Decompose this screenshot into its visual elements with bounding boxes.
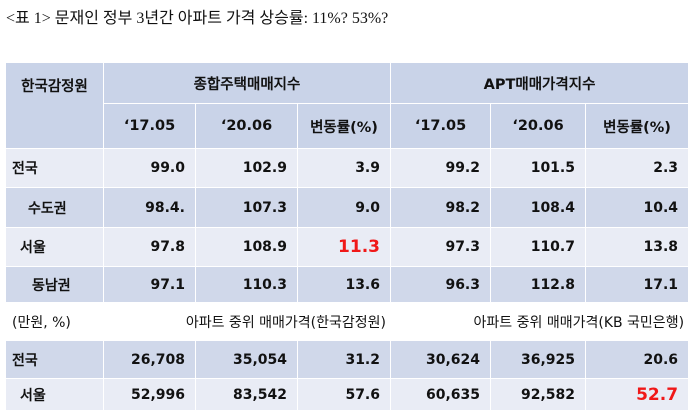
group-header: 종합주택매매지수 bbox=[103, 62, 391, 104]
cell: 110.3 bbox=[195, 266, 298, 303]
cell: 52,996 bbox=[103, 378, 196, 411]
cell: 11.3 bbox=[297, 227, 391, 267]
row-label: 수도권 bbox=[5, 187, 104, 228]
sub-header: ‘20.06 bbox=[490, 103, 586, 149]
cell: 97.1 bbox=[103, 266, 196, 303]
cell: 112.8 bbox=[490, 266, 586, 303]
row-label: 동남권 bbox=[5, 266, 104, 303]
cell: 108.9 bbox=[195, 227, 298, 267]
sub-header: 변동률(%) bbox=[297, 103, 391, 149]
sub-header: 변동률(%) bbox=[584, 103, 688, 149]
cell: 97.3 bbox=[390, 227, 491, 267]
title: <표 1> 문재인 정부 3년간 아파트 가격 상승률: 11%? 53%? bbox=[6, 10, 389, 27]
cell: 107.3 bbox=[195, 187, 298, 228]
row-label: 서울 bbox=[5, 227, 104, 267]
row: 동남권 97.1 110.3 13.6 96.3 112.8 17.1 bbox=[5, 266, 688, 303]
cell: 17.1 bbox=[584, 266, 688, 303]
table: 한국감정원 종합주택매매지수 APT매매가격지수 ‘17.05 ‘20.06 변동률… bbox=[5, 62, 688, 411]
cell: 35,054 bbox=[195, 340, 298, 379]
row: 전국 26,708 35,054 31.2 30,624 36,925 20.6 bbox=[5, 340, 688, 379]
sub-header: ‘17.05 bbox=[103, 103, 196, 149]
cell: 83,542 bbox=[195, 378, 298, 411]
row-label: 전국 bbox=[5, 340, 104, 379]
row-label: 전국 bbox=[5, 148, 104, 188]
sub-header: ‘20.06 bbox=[195, 103, 298, 149]
cell: 57.6 bbox=[297, 378, 391, 411]
cell: 99.0 bbox=[103, 148, 196, 188]
cell: 97.8 bbox=[103, 227, 196, 267]
row: 수도권 98.4. 107.3 9.0 98.2 108.4 10.4 bbox=[5, 187, 688, 228]
section-header: 아파트 중위 매매가격(KB 국민은행) bbox=[389, 302, 688, 341]
cell: 99.2 bbox=[390, 148, 491, 188]
cell: 60,635 bbox=[390, 378, 491, 411]
cell: 92,582 bbox=[490, 378, 586, 411]
cell: 3.9 bbox=[297, 148, 391, 188]
cell: 108.4 bbox=[490, 187, 586, 228]
cell: 52.7 bbox=[584, 378, 688, 411]
group-header: APT매매가격지수 bbox=[389, 62, 688, 104]
row: 서울 97.8 108.9 11.3 97.3 110.7 13.8 bbox=[5, 227, 688, 267]
section-header: 아파트 중위 매매가격(한국감정원) bbox=[103, 302, 391, 341]
cell: 26,708 bbox=[103, 340, 196, 379]
cell: 101.5 bbox=[490, 148, 586, 188]
cell: 2.3 bbox=[584, 148, 688, 188]
row: 서울 52,996 83,542 57.6 60,635 92,582 52.7 bbox=[5, 378, 688, 411]
cell: 13.8 bbox=[584, 227, 688, 267]
section-row: (만원, %) 아파트 중위 매매가격(한국감정원) 아파트 중위 매매가격(KB … bbox=[5, 302, 688, 341]
cell: 96.3 bbox=[390, 266, 491, 303]
cell: 9.0 bbox=[297, 187, 391, 228]
cell: 31.2 bbox=[297, 340, 391, 379]
cell: 110.7 bbox=[490, 227, 586, 267]
cell: 13.6 bbox=[297, 266, 391, 303]
corner: 한국감정원 bbox=[5, 62, 104, 149]
cell: 10.4 bbox=[584, 187, 688, 228]
sub-header: ‘17.05 bbox=[390, 103, 491, 149]
section-unit: (만원, %) bbox=[5, 302, 104, 341]
cell: 98.4. bbox=[103, 187, 196, 228]
cell: 102.9 bbox=[195, 148, 298, 188]
row-label: 서울 bbox=[5, 378, 104, 411]
cell: 36,925 bbox=[490, 340, 586, 379]
cell: 30,624 bbox=[390, 340, 491, 379]
cell: 98.2 bbox=[390, 187, 491, 228]
row: 전국 99.0 102.9 3.9 99.2 101.5 2.3 bbox=[5, 148, 688, 188]
cell: 20.6 bbox=[584, 340, 688, 379]
